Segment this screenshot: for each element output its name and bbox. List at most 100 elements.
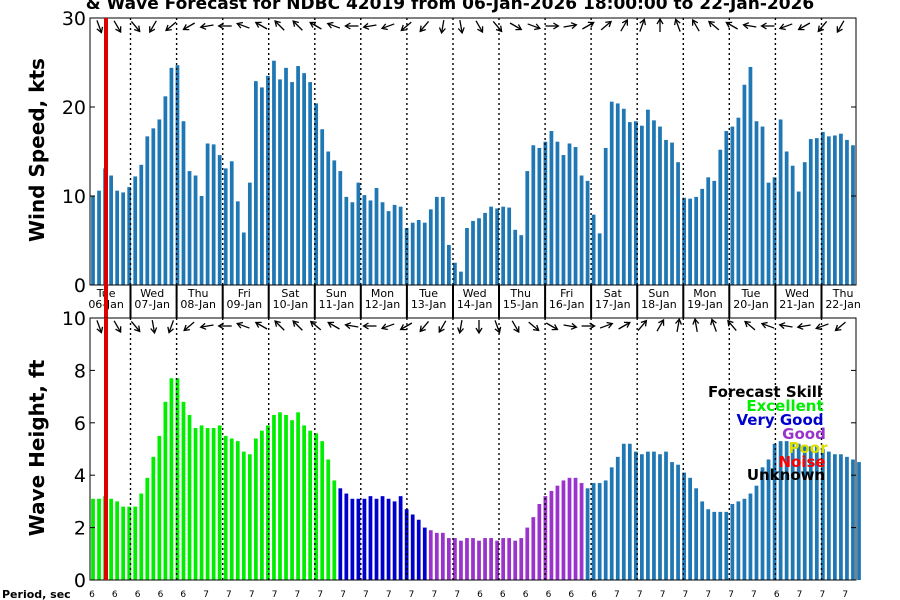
wave-bar <box>350 498 355 580</box>
period-value: 7 <box>705 590 711 600</box>
wind-bar <box>507 207 512 285</box>
arrow-head <box>797 24 805 31</box>
wave-bar <box>748 493 753 580</box>
direction-arrow <box>254 321 268 330</box>
arrow-head <box>624 321 631 328</box>
day-name-label: Mon <box>693 287 716 300</box>
period-value: 7 <box>249 590 255 600</box>
wind-bar <box>193 175 198 285</box>
period-label: Period, sec <box>2 588 71 600</box>
wind-bar <box>290 82 294 285</box>
wave-bar <box>682 472 686 580</box>
arrow-shaft <box>675 20 681 32</box>
arrow-shaft <box>439 320 447 332</box>
wind-bar <box>296 66 300 285</box>
wind-bar <box>820 131 825 285</box>
arrow-shaft <box>835 321 846 331</box>
wind-bar <box>121 192 126 285</box>
arrow-shaft <box>509 22 521 30</box>
arrow-head <box>605 20 613 28</box>
day-date-label: 09-Jan <box>227 298 263 311</box>
arrow-head <box>309 21 316 28</box>
direction-arrow <box>217 22 232 30</box>
arrow-shaft <box>293 321 303 331</box>
arrow-shaft <box>256 22 268 30</box>
direction-arrow <box>563 322 578 330</box>
arrow-head <box>438 27 446 35</box>
arrow-head <box>254 321 262 328</box>
wind-bar <box>223 168 228 285</box>
wave-bar <box>151 456 156 580</box>
wave-bar <box>272 414 276 580</box>
wind-bar <box>851 145 855 285</box>
wave-bar <box>664 451 668 580</box>
arrow-shaft <box>346 324 359 328</box>
arrow-head <box>760 22 767 30</box>
day-name-label: Thu <box>187 287 209 300</box>
wind-bar <box>640 125 644 285</box>
direction-arrow <box>327 321 340 330</box>
wind-bar <box>332 160 337 285</box>
wind-bar <box>754 121 759 286</box>
wave-bar <box>308 430 313 580</box>
arrow-head <box>149 26 156 34</box>
arrow-head <box>621 18 629 26</box>
wind-bar <box>802 162 807 285</box>
direction-arrow <box>545 322 559 331</box>
wave-bar <box>157 435 162 580</box>
arrow-head <box>419 25 426 33</box>
arrow-head <box>551 324 559 331</box>
direction-arrow <box>834 321 846 332</box>
arrow-head <box>477 26 484 34</box>
wind-bar <box>772 177 777 285</box>
arrow-shaft <box>582 22 594 30</box>
wave-bar <box>428 530 433 580</box>
wave-bar <box>235 441 240 580</box>
wave-bar <box>260 430 264 580</box>
wind-bar <box>169 67 174 285</box>
arrow-head <box>456 327 464 335</box>
day-name-label: Mon <box>371 287 394 300</box>
arrow-shaft <box>113 20 121 32</box>
arrow-head <box>710 318 717 326</box>
wave-bar <box>392 501 397 580</box>
wave-bar <box>459 540 463 580</box>
wind-bar <box>495 208 499 285</box>
period-value: 7 <box>409 590 415 600</box>
direction-arrow <box>744 320 756 331</box>
wave-bar <box>796 443 801 580</box>
wave-arrows <box>96 317 846 335</box>
arrow-shaft <box>563 324 576 328</box>
direction-arrow <box>438 320 447 334</box>
arrow-head <box>513 326 520 334</box>
wave-bar <box>278 412 282 580</box>
wave-bars <box>91 378 861 580</box>
wave-bar <box>555 485 560 580</box>
wind-bar <box>724 131 729 285</box>
wave-bar <box>609 467 614 580</box>
direction-arrow <box>492 20 503 33</box>
wave-bar <box>845 456 849 580</box>
wind-bar <box>591 214 596 285</box>
wave-bar <box>362 498 367 580</box>
period-value: 6 <box>500 590 506 600</box>
arrow-shaft <box>676 319 680 333</box>
skill-legend: Forecast Skill Excellent Very Good Good … <box>708 383 828 484</box>
legend-noise: Noise <box>778 453 825 471</box>
wind-bar <box>664 139 668 285</box>
wind-bar <box>700 188 705 285</box>
period-value: 7 <box>660 590 666 600</box>
arrow-shaft <box>201 24 214 28</box>
wind-bar <box>561 155 566 285</box>
wave-bar <box>603 480 608 580</box>
wave-bar <box>760 467 765 580</box>
direction-arrow <box>150 319 158 335</box>
arrow-shaft <box>96 20 102 32</box>
wind-bar <box>627 122 632 285</box>
arrow-head <box>150 327 158 335</box>
wind-bar <box>633 121 638 286</box>
wave-bar <box>808 446 813 580</box>
arrow-shaft <box>96 320 102 332</box>
wave-bar <box>266 425 270 580</box>
arrow-shaft <box>599 323 612 329</box>
